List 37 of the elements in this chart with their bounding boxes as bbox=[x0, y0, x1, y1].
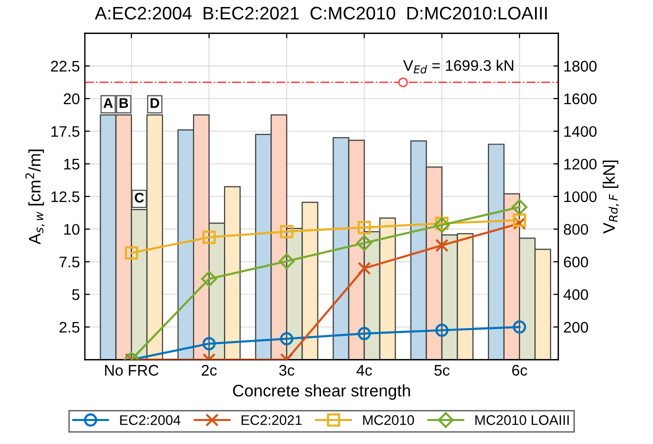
annotation: D bbox=[150, 98, 160, 108]
y-tick-label: 22.5 bbox=[51, 60, 80, 72]
y2-tick-label: 800 bbox=[564, 224, 588, 235]
y2-tick-label: 1400 bbox=[564, 126, 597, 137]
y-axis-title: A$_{s,w}$ [cm$^{2}$/m] bbox=[25, 150, 45, 244]
annotation: C bbox=[134, 192, 144, 203]
annotation: B bbox=[120, 98, 128, 108]
y2-tick-label: 1200 bbox=[564, 158, 597, 170]
legend-label: MC2010 LOAIII bbox=[475, 415, 569, 426]
y-tick-label: 15 bbox=[64, 158, 80, 170]
y-tick-label: 5 bbox=[72, 289, 80, 300]
y-tick-label: 10 bbox=[64, 224, 80, 235]
x-tick-label: No FRC bbox=[105, 364, 158, 376]
y2-tick-label: 1000 bbox=[564, 191, 597, 202]
legend-label: MC2010 bbox=[363, 415, 414, 426]
y-tick-label: 12.5 bbox=[51, 191, 80, 202]
legend-label: EC2:2004 bbox=[120, 415, 180, 426]
y-tick-label: 7.5 bbox=[60, 256, 80, 268]
x-axis-title: Concrete shear strength bbox=[233, 384, 410, 400]
y-tick-label: 20 bbox=[64, 93, 80, 104]
y2-tick-label: 200 bbox=[564, 322, 588, 333]
chart-title: A:EC2:2004 B:EC2:2021 C:MC2010 D:MC2010:LOAIII bbox=[94, 6, 547, 20]
y2-tick-label: 1800 bbox=[564, 60, 597, 72]
x-tick-label: 2c bbox=[202, 364, 217, 376]
y2-tick-label: 400 bbox=[564, 289, 588, 300]
legend-label: EC2:2021 bbox=[242, 415, 302, 426]
y2-tick-label: 600 bbox=[564, 256, 588, 268]
x-tick-label: 5c bbox=[434, 365, 450, 376]
ref-line-label: V$_{Ed}$ = 1699.3 kN bbox=[403, 60, 514, 74]
y-tick-label: 2.5 bbox=[60, 322, 80, 333]
x-tick-label: 3c bbox=[279, 364, 294, 376]
x-tick-label: 4c bbox=[356, 365, 372, 376]
y-tick-label: 17.5 bbox=[51, 126, 80, 137]
x-tick-label: 6c bbox=[512, 364, 528, 376]
annotation: A bbox=[104, 98, 113, 108]
y2-tick-label: 1600 bbox=[564, 93, 597, 104]
y2-axis-title: V$_{Rd,F}$ [kN] bbox=[602, 160, 619, 234]
